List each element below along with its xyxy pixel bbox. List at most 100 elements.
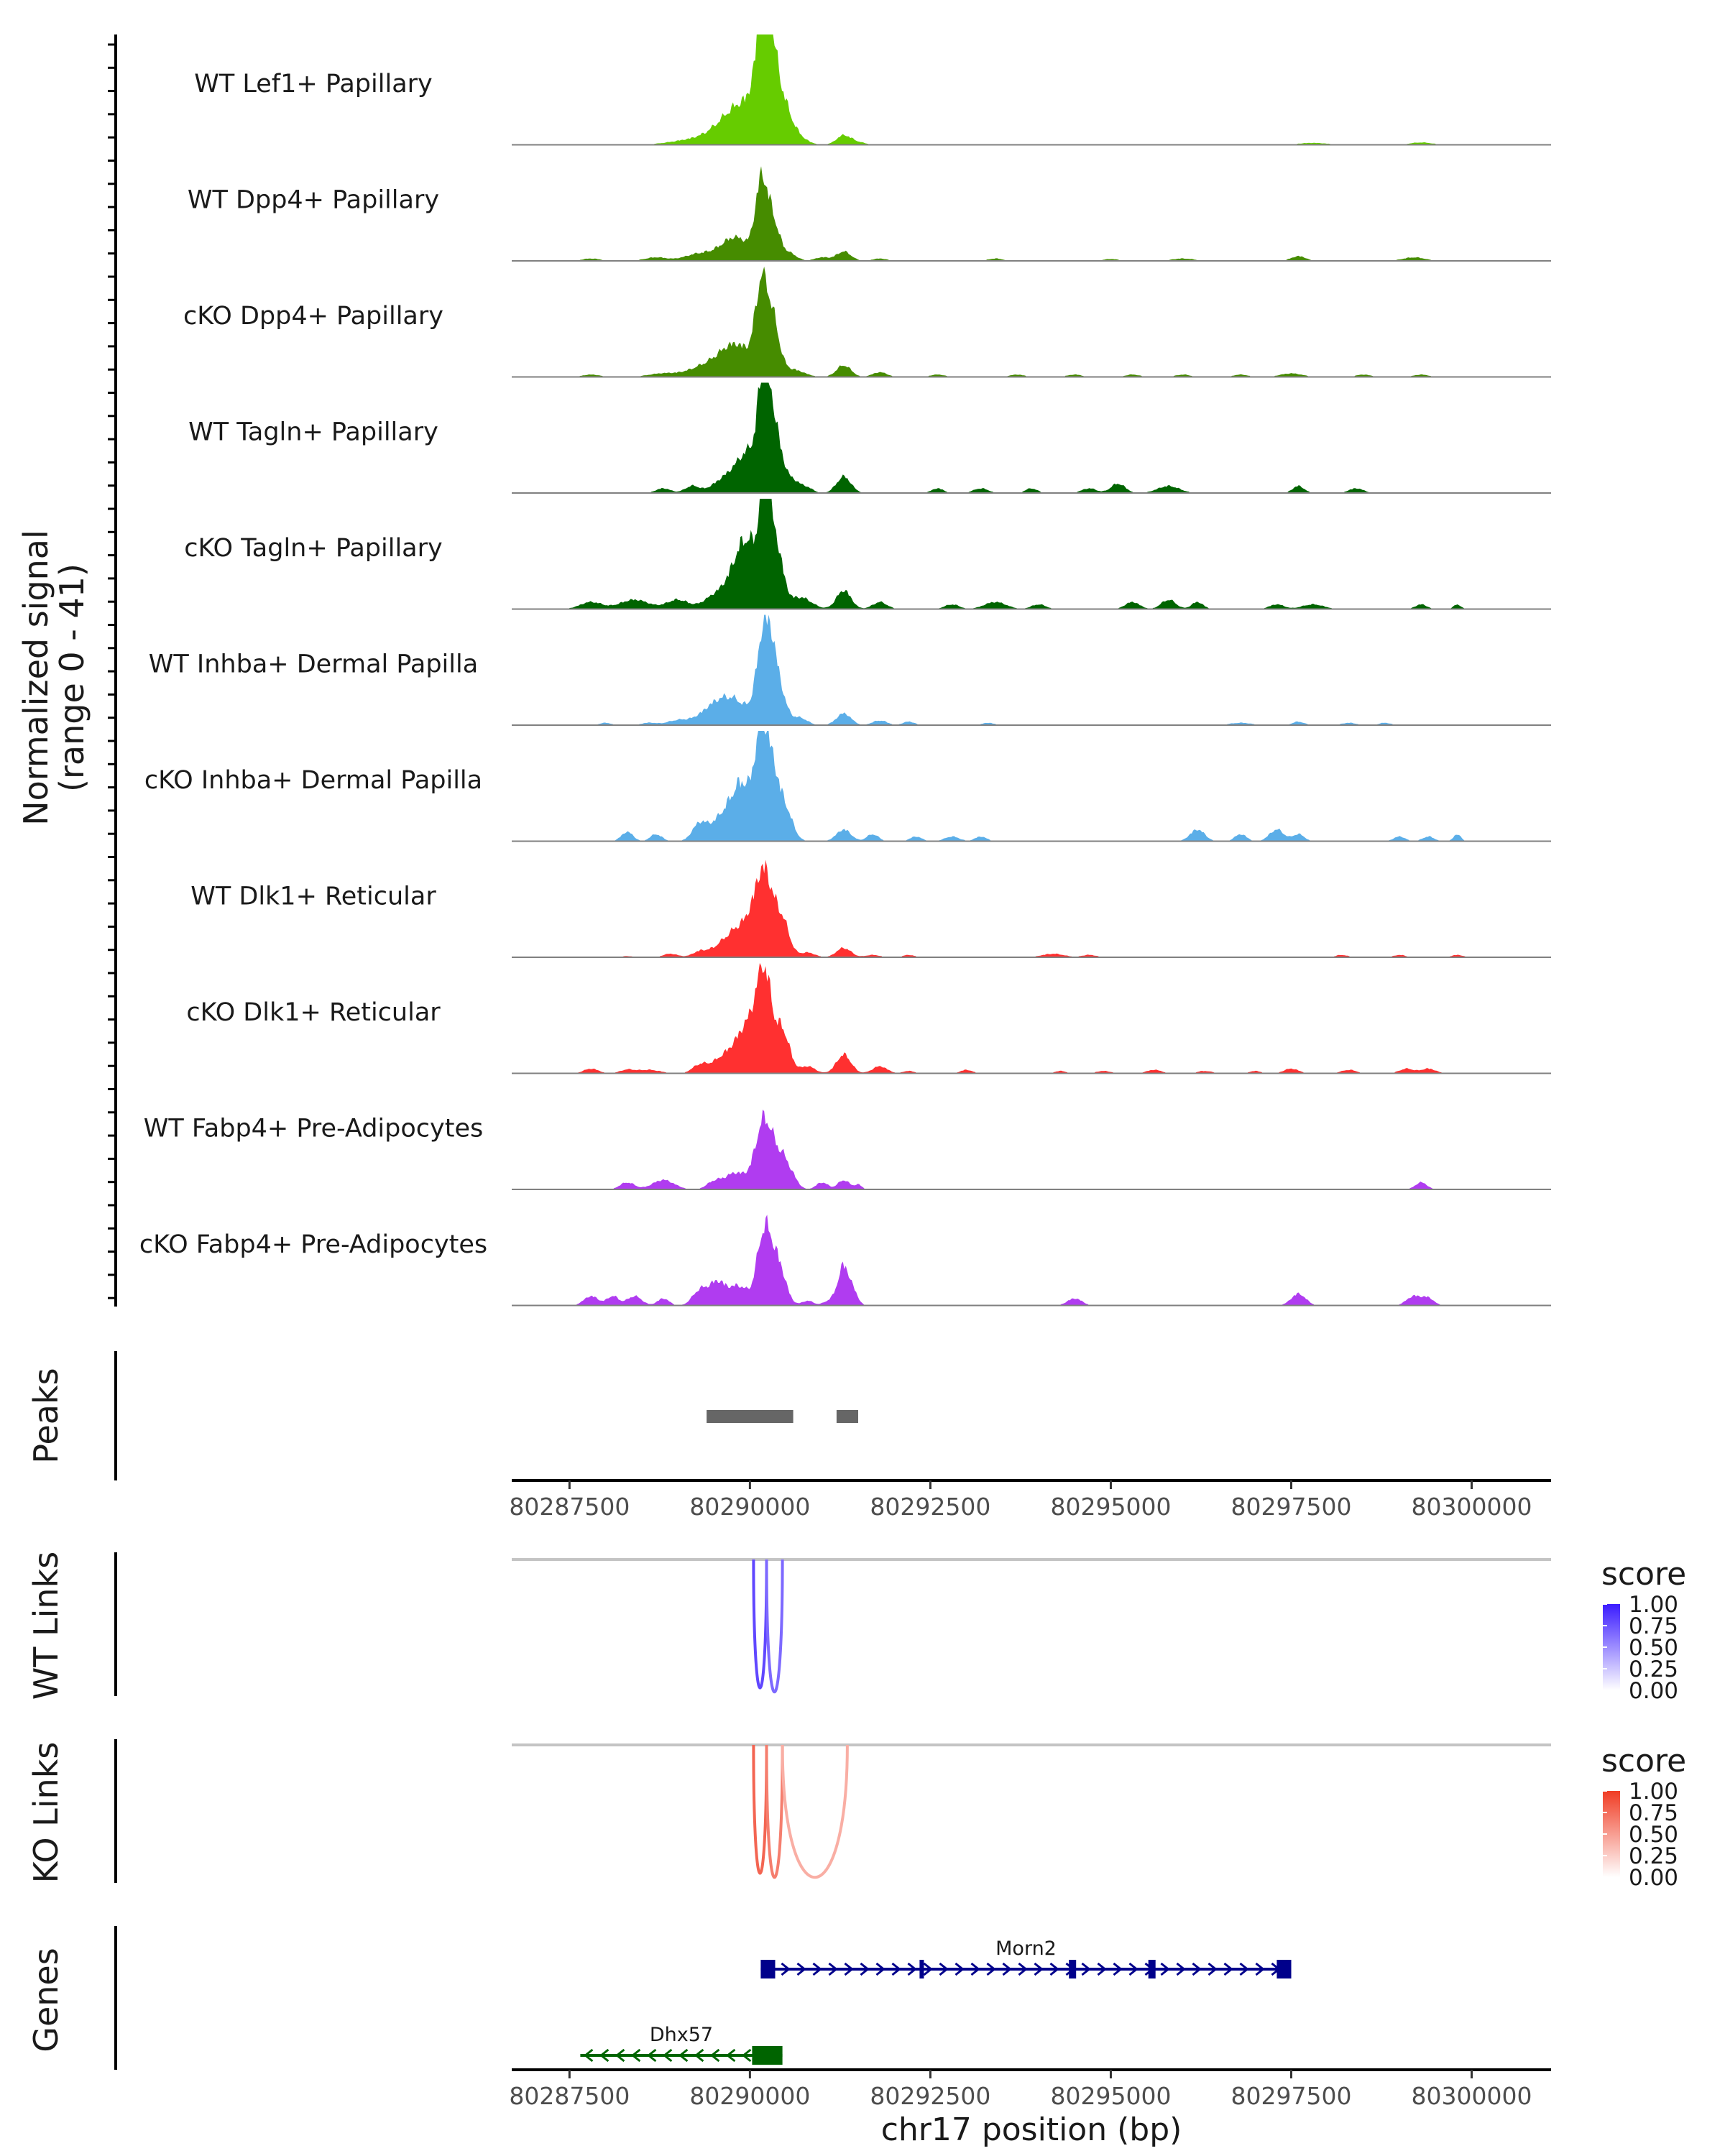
strand-arrow [1081,1962,1091,1976]
x-tick-label: 80295000 [1050,2082,1171,2110]
strand-arrow [630,2048,641,2063]
strand-arrow [781,1962,791,1976]
track-3: WT Tagln+ Papillary [188,382,1551,494]
ko-legend-ticks: 1.000.750.500.250.00 [1603,1779,1678,1891]
legend-tick-label: 0.25 [1629,1657,1678,1682]
exon [752,2046,783,2065]
x-tick-label: 80290000 [689,1493,810,1521]
ko-links-track: KO Links score 1.000.750.500.250.00 [27,1739,1686,1891]
track-label: cKO Tagln+ Papillary [184,534,443,563]
strand-arrow [891,1962,901,1976]
legend-tick-label: 1.00 [1629,1592,1678,1618]
y-axis-title: Normalized signal (range 0 - 41) [17,530,91,826]
track-signal [512,267,1551,377]
link-arc [752,1559,768,1690]
gene-dhx57: Dhx57 [580,2024,783,2065]
track-0: WT Lef1+ Papillary [194,34,1551,146]
strand-arrow [1239,1962,1249,1976]
track-label: cKO Inhba+ Dermal Papilla [144,766,482,795]
track-9: WT Fabp4+ Pre-Adipocytes [144,1110,1551,1190]
y-axis-title-line1: Normalized signal [17,530,55,826]
strand-arrow [725,2048,736,2063]
x-tick-label: 80297500 [1231,1493,1352,1521]
track-label: WT Dlk1+ Reticular [190,883,436,911]
legend-tick-label: 0.00 [1629,1678,1678,1704]
track-label: WT Tagln+ Papillary [188,418,438,447]
x-axis-title: chr17 position (bp) [881,2111,1182,2148]
link-arc [781,1744,849,1879]
legend-tick-label: 0.50 [1629,1635,1678,1661]
link-arc [765,1559,784,1693]
strand-arrow [907,1962,917,1976]
track-signal [512,34,1551,145]
strand-arrow [844,1962,854,1976]
strand-arrow [1208,1962,1218,1976]
strand-arrow [970,1962,980,1976]
legend-tick-label: 0.50 [1629,1822,1678,1848]
track-8: cKO Dlk1+ Reticular [186,963,1551,1074]
track-6: cKO Inhba+ Dermal Papilla [144,731,1551,842]
peaks-track-label: Peaks [27,1368,65,1463]
signal-y-axis-ticks [108,43,116,1299]
strand-arrow [812,1962,822,1976]
strand-arrow [615,2048,625,2063]
link-arc [752,1744,768,1875]
exon [760,1960,776,1978]
genes-track-label: Genes [27,1948,65,2052]
exon [1148,1960,1156,1978]
ko-links-legend: score 1.000.750.500.250.00 [1601,1743,1686,1891]
wt-legend-ticks: 1.000.750.500.250.00 [1603,1592,1678,1704]
x-tick-label: 80287500 [509,1493,630,1521]
peak-region [836,1410,858,1423]
track-1: WT Dpp4+ Papillary [188,166,1551,262]
legend-tick-label: 0.25 [1629,1843,1678,1869]
x-axis-bottom: 80287500 80290000 80292500 80295000 80297500… [509,2068,1551,2148]
track-signal [512,1215,1551,1306]
track-signal [512,382,1551,493]
track-signal [512,499,1551,609]
track-label: cKO Dlk1+ Reticular [186,998,441,1027]
track-2: cKO Dpp4+ Papillary [183,267,1551,378]
x-axis-top-ticks: 80287500 80290000 80292500 80295000 80297500… [509,1480,1532,1521]
x-tick-label: 80297500 [1231,2082,1352,2110]
strand-arrow [860,1962,870,1976]
gene-name: Dhx57 [650,2024,713,2046]
gene-name: Morn2 [995,1938,1057,1960]
strand-arrow [1113,1962,1123,1976]
wt-links-legend: score 1.000.750.500.250.00 [1601,1556,1686,1704]
strand-arrow [796,1962,806,1976]
exon [1069,1960,1077,1978]
strand-arrow [1255,1962,1265,1976]
ko-link-arcs [752,1744,849,1879]
coverage-tracks: WT Lef1+ Papillary WT Dpp4+ Papillary cKO … [139,34,1551,1307]
peak-region [707,1410,794,1423]
x-tick-label: 80290000 [689,2082,810,2110]
x-tick-label: 80300000 [1412,2082,1532,2110]
track-7: WT Dlk1+ Reticular [190,860,1551,958]
track-signal [512,731,1551,842]
track-signal [512,614,1551,725]
track-label: WT Dpp4+ Papillary [188,186,439,215]
strand-arrow [954,1962,965,1976]
strand-arrow [828,1962,838,1976]
x-tick-label: 80287500 [509,2082,630,2110]
exon [1276,1960,1292,1978]
x-tick-label: 80292500 [870,2082,990,2110]
wt-links-label: WT Links [27,1552,65,1700]
x-axis-bottom-ticks: 80287500 80290000 80292500 80295000 80297500… [509,2070,1532,2110]
strand-arrow [1097,1962,1107,1976]
track-signal [512,963,1551,1074]
track-10: cKO Fabp4+ Pre-Adipocytes [139,1215,1551,1307]
legend-tick-label: 0.00 [1629,1865,1678,1891]
y-axis-title-line2: (range 0 - 41) [52,563,91,792]
strand-arrow [709,2048,720,2063]
wt-links-track: WT Links score 1.000.750.500.250.00 [27,1552,1686,1704]
track-5: WT Inhba+ Dermal Papilla [149,614,1551,726]
link-arc [765,1744,784,1879]
track-signal [512,166,1551,261]
strand-arrow [678,2048,689,2063]
strand-arrow [694,2048,704,2063]
strand-arrow [1018,1962,1028,1976]
strand-arrow [1034,1962,1044,1976]
